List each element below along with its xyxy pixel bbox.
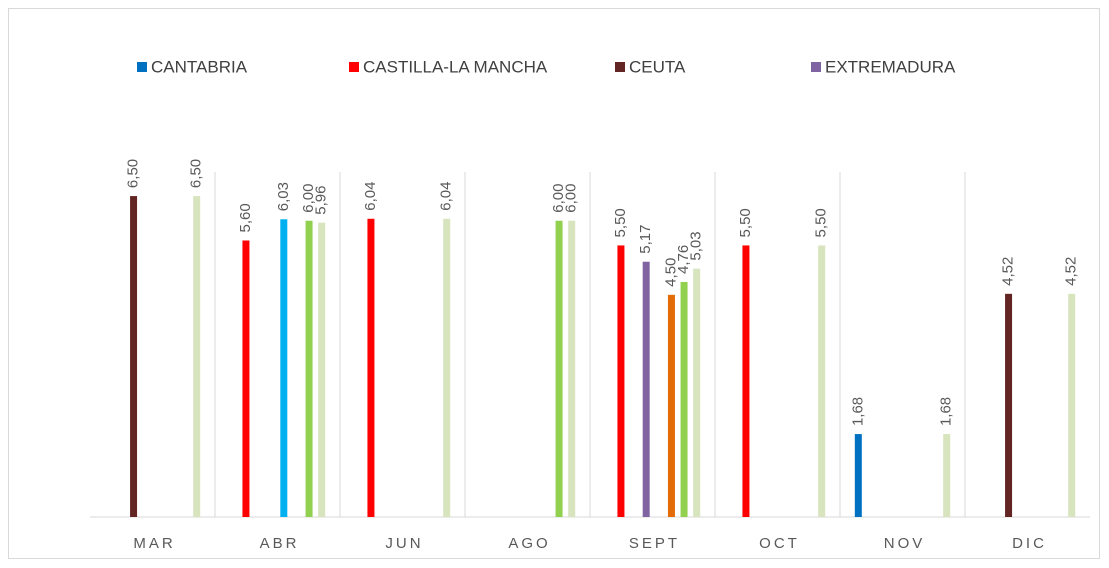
data-label: 5,60 xyxy=(237,203,254,232)
legend-swatch xyxy=(349,62,359,72)
bar xyxy=(1068,293,1076,517)
legend-swatch xyxy=(615,62,625,72)
bar xyxy=(943,434,951,517)
bar xyxy=(130,196,138,517)
data-label: 1,68 xyxy=(849,397,866,426)
x-tick-label: OCT xyxy=(759,535,800,552)
bar xyxy=(568,220,576,517)
legend-label: CEUTA xyxy=(629,57,686,76)
bar xyxy=(280,219,288,518)
bar xyxy=(443,218,451,517)
data-label: 4,76 xyxy=(675,245,692,274)
legend-swatch xyxy=(137,62,147,72)
data-label: 6,00 xyxy=(563,184,580,213)
bar xyxy=(680,281,688,517)
data-label: 4,52 xyxy=(1000,257,1017,286)
bar xyxy=(642,261,650,517)
data-label: 6,04 xyxy=(438,182,455,211)
data-label: 6,50 xyxy=(188,159,205,188)
legend-swatch xyxy=(811,62,821,72)
data-label: 6,00 xyxy=(300,184,317,213)
data-label: 1,68 xyxy=(938,397,955,426)
legend-label: CANTABRIA xyxy=(151,57,248,76)
data-label: 5,50 xyxy=(813,208,830,237)
bar xyxy=(305,220,313,517)
bar xyxy=(854,434,862,517)
x-tick-label: SEPT xyxy=(629,535,680,552)
bar xyxy=(318,222,326,517)
bar xyxy=(742,245,750,517)
bar xyxy=(367,218,375,517)
x-tick-label: MAR xyxy=(133,535,175,552)
x-tick-label: ABR xyxy=(260,535,300,552)
x-tick-label: NOV xyxy=(884,535,926,552)
bar xyxy=(693,268,701,517)
data-label: 4,52 xyxy=(1063,257,1080,286)
data-label: 5,50 xyxy=(737,208,754,237)
x-tick-label: DIC xyxy=(1012,535,1047,552)
bar xyxy=(242,240,250,517)
data-label: 4,50 xyxy=(662,258,679,287)
data-label: 6,50 xyxy=(125,159,142,188)
bar xyxy=(193,196,201,517)
chart-frame xyxy=(8,8,1100,559)
x-tick-label: JUN xyxy=(385,535,423,552)
bar xyxy=(617,245,625,517)
category-separators xyxy=(90,172,1090,518)
data-label: 6,00 xyxy=(550,184,567,213)
data-label: 5,17 xyxy=(637,225,654,254)
bar xyxy=(667,294,675,517)
data-label: 5,96 xyxy=(313,186,330,215)
data-label: 6,03 xyxy=(275,182,292,211)
legend-label: EXTREMADURA xyxy=(825,57,956,76)
data-label: 6,04 xyxy=(362,182,379,211)
legend-label: CASTILLA-LA MANCHA xyxy=(363,57,548,76)
x-tick-label: AGO xyxy=(508,535,550,552)
data-label: 5,50 xyxy=(612,208,629,237)
bar xyxy=(555,220,563,517)
data-label: 5,03 xyxy=(688,231,705,260)
bar xyxy=(818,245,826,517)
bar xyxy=(1005,293,1013,517)
